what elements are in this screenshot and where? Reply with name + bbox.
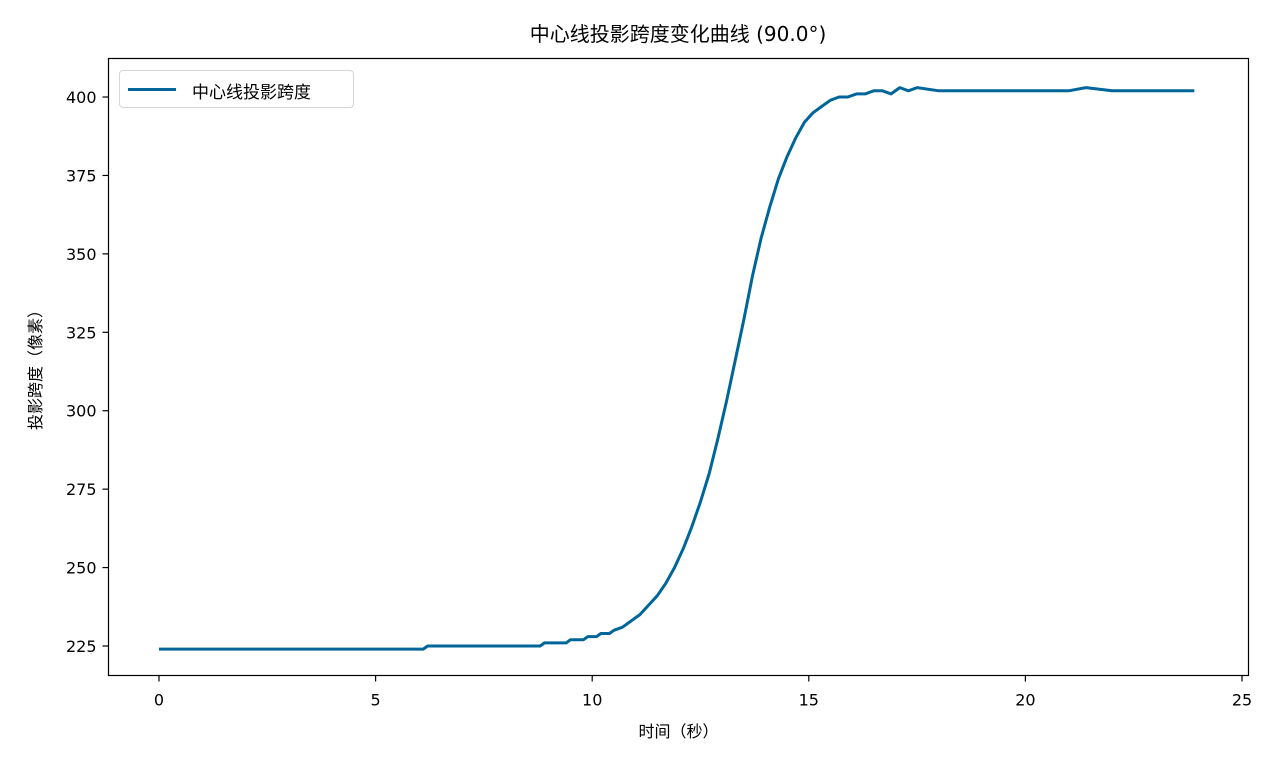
y-tick-label: 250 xyxy=(66,559,97,578)
y-tick-label: 325 xyxy=(66,323,97,342)
x-tick-label: 25 xyxy=(1232,691,1252,710)
y-axis-ticks: 225 250 275 300 325 350 375 400 xyxy=(66,88,109,656)
x-tick-label: 5 xyxy=(371,691,381,710)
x-tick-label: 0 xyxy=(154,691,164,710)
legend: 中心线投影跨度 xyxy=(119,70,354,108)
y-tick-label: 225 xyxy=(66,637,97,656)
y-tick-label: 300 xyxy=(66,402,97,421)
x-axis-ticks: 0 5 10 15 20 25 xyxy=(154,675,1252,710)
axes-frame xyxy=(107,57,1250,677)
x-tick-label: 15 xyxy=(799,691,819,710)
x-tick-label: 20 xyxy=(1015,691,1035,710)
y-tick-label: 400 xyxy=(66,88,97,107)
data-line xyxy=(159,86,1195,651)
legend-label: 中心线投影跨度 xyxy=(192,83,311,103)
chart-title: 中心线投影跨度变化曲线 (90.0°) xyxy=(529,22,827,46)
y-tick-label: 375 xyxy=(66,166,97,185)
x-axis-label: 时间（秒） xyxy=(638,722,719,741)
y-tick-label: 275 xyxy=(66,480,97,499)
x-tick-label: 10 xyxy=(582,691,602,710)
y-axis-label: 投影跨度（像素） xyxy=(26,301,45,431)
legend-line-swatch xyxy=(128,88,176,91)
y-tick-label: 350 xyxy=(66,245,97,264)
